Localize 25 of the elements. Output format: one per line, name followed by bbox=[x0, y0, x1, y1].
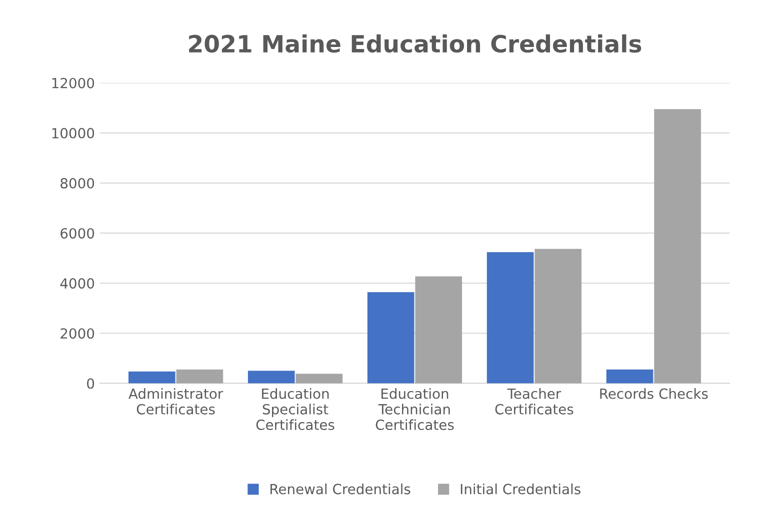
bar bbox=[606, 370, 654, 384]
x-tick-label: Education Technician Certificates bbox=[376, 388, 454, 430]
y-tick-label: 12000 bbox=[52, 78, 94, 88]
bar bbox=[654, 109, 701, 384]
x-tick-label: Administrator Certificates bbox=[128, 388, 224, 414]
y-tick-label: 0 bbox=[87, 378, 94, 389]
y-tick-label: 8000 bbox=[60, 178, 94, 188]
legend-label: Renewal Credentials bbox=[270, 484, 410, 494]
bar bbox=[176, 370, 224, 384]
legend-label: Initial Credentials bbox=[460, 484, 580, 494]
bar bbox=[248, 370, 295, 384]
y-tick-label: 2000 bbox=[60, 328, 94, 339]
x-tick-label: Education Specialist Certificates bbox=[256, 388, 334, 430]
y-tick-label: 4000 bbox=[60, 278, 94, 289]
bar bbox=[296, 374, 343, 384]
bar bbox=[534, 248, 582, 384]
bar bbox=[128, 372, 176, 384]
bar bbox=[486, 252, 534, 384]
x-tick-label: Teacher Certificates bbox=[495, 388, 574, 414]
x-tick-label: Records Checks bbox=[600, 388, 708, 399]
chart-title: 2021 Maine Education Credentials bbox=[189, 34, 642, 53]
y-tick-label: 6000 bbox=[60, 228, 94, 239]
bar bbox=[415, 276, 462, 384]
y-tick-label: 10000 bbox=[52, 128, 94, 138]
bar bbox=[367, 292, 414, 384]
